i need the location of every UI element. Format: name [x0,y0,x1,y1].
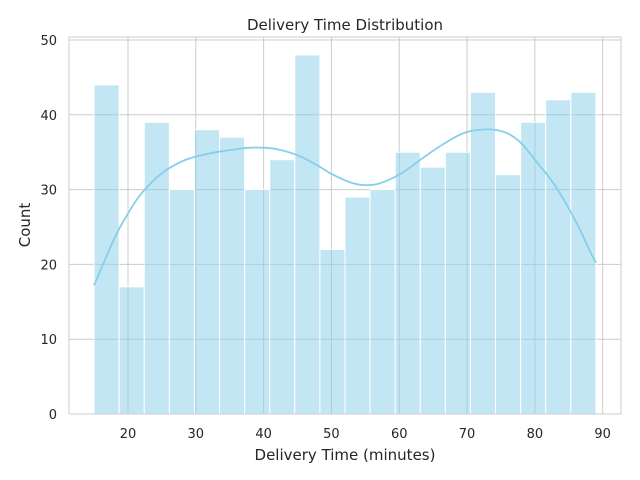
x-tick-label: 30 [188,427,205,442]
x-tick-label: 90 [594,427,611,442]
histogram-bar-10 [319,248,346,415]
x-tick-label: 20 [120,427,137,442]
histogram-bar-17 [495,174,522,415]
histogram-bar-16 [469,91,497,415]
y-tick-labels: 0 10 20 30 40 50 [40,34,57,423]
histogram-bar-12 [369,189,396,415]
histogram-bar-18 [520,121,547,415]
histogram-bar-15 [444,151,471,415]
histogram-bar-4 [168,189,195,415]
chart-title: Delivery Time Distribution [247,16,443,34]
y-tick-label: 0 [49,408,57,423]
histogram-bar-1 [93,84,120,415]
x-tick-label: 50 [323,427,340,442]
y-tick-label: 30 [40,184,57,199]
y-tick-label: 10 [40,333,57,348]
histogram-bar-5 [193,129,221,415]
histogram-bar-6 [219,136,246,415]
histogram-bar-2 [118,286,145,415]
y-tick-label: 20 [40,258,57,273]
histogram-bar-7 [244,189,271,415]
histogram-bar-11 [344,196,371,415]
histogram-bar-8 [269,159,296,415]
histogram-bar-9 [294,54,321,415]
x-tick-label: 80 [527,427,544,442]
histogram-bar-13 [394,151,421,415]
histogram-bar-14 [419,166,446,415]
kde-curve-layer [93,128,597,286]
kde-curve [93,128,597,286]
x-tick-label: 40 [255,427,272,442]
y-tick-label: 50 [40,34,57,49]
plot-frame [68,36,622,415]
x-axis-label: Delivery Time (minutes) [255,446,436,464]
x-tick-label: 70 [459,427,476,442]
x-tick-label: 60 [391,427,408,442]
histogram-bar-20 [570,91,597,415]
histogram-bar-19 [545,99,572,415]
x-tick-labels: 20 30 40 50 60 70 80 90 [120,427,611,442]
histogram-bars [93,54,597,415]
y-tick-label: 40 [40,109,57,124]
y-axis-label: Count [16,203,34,248]
histogram-bar-3 [143,121,170,415]
